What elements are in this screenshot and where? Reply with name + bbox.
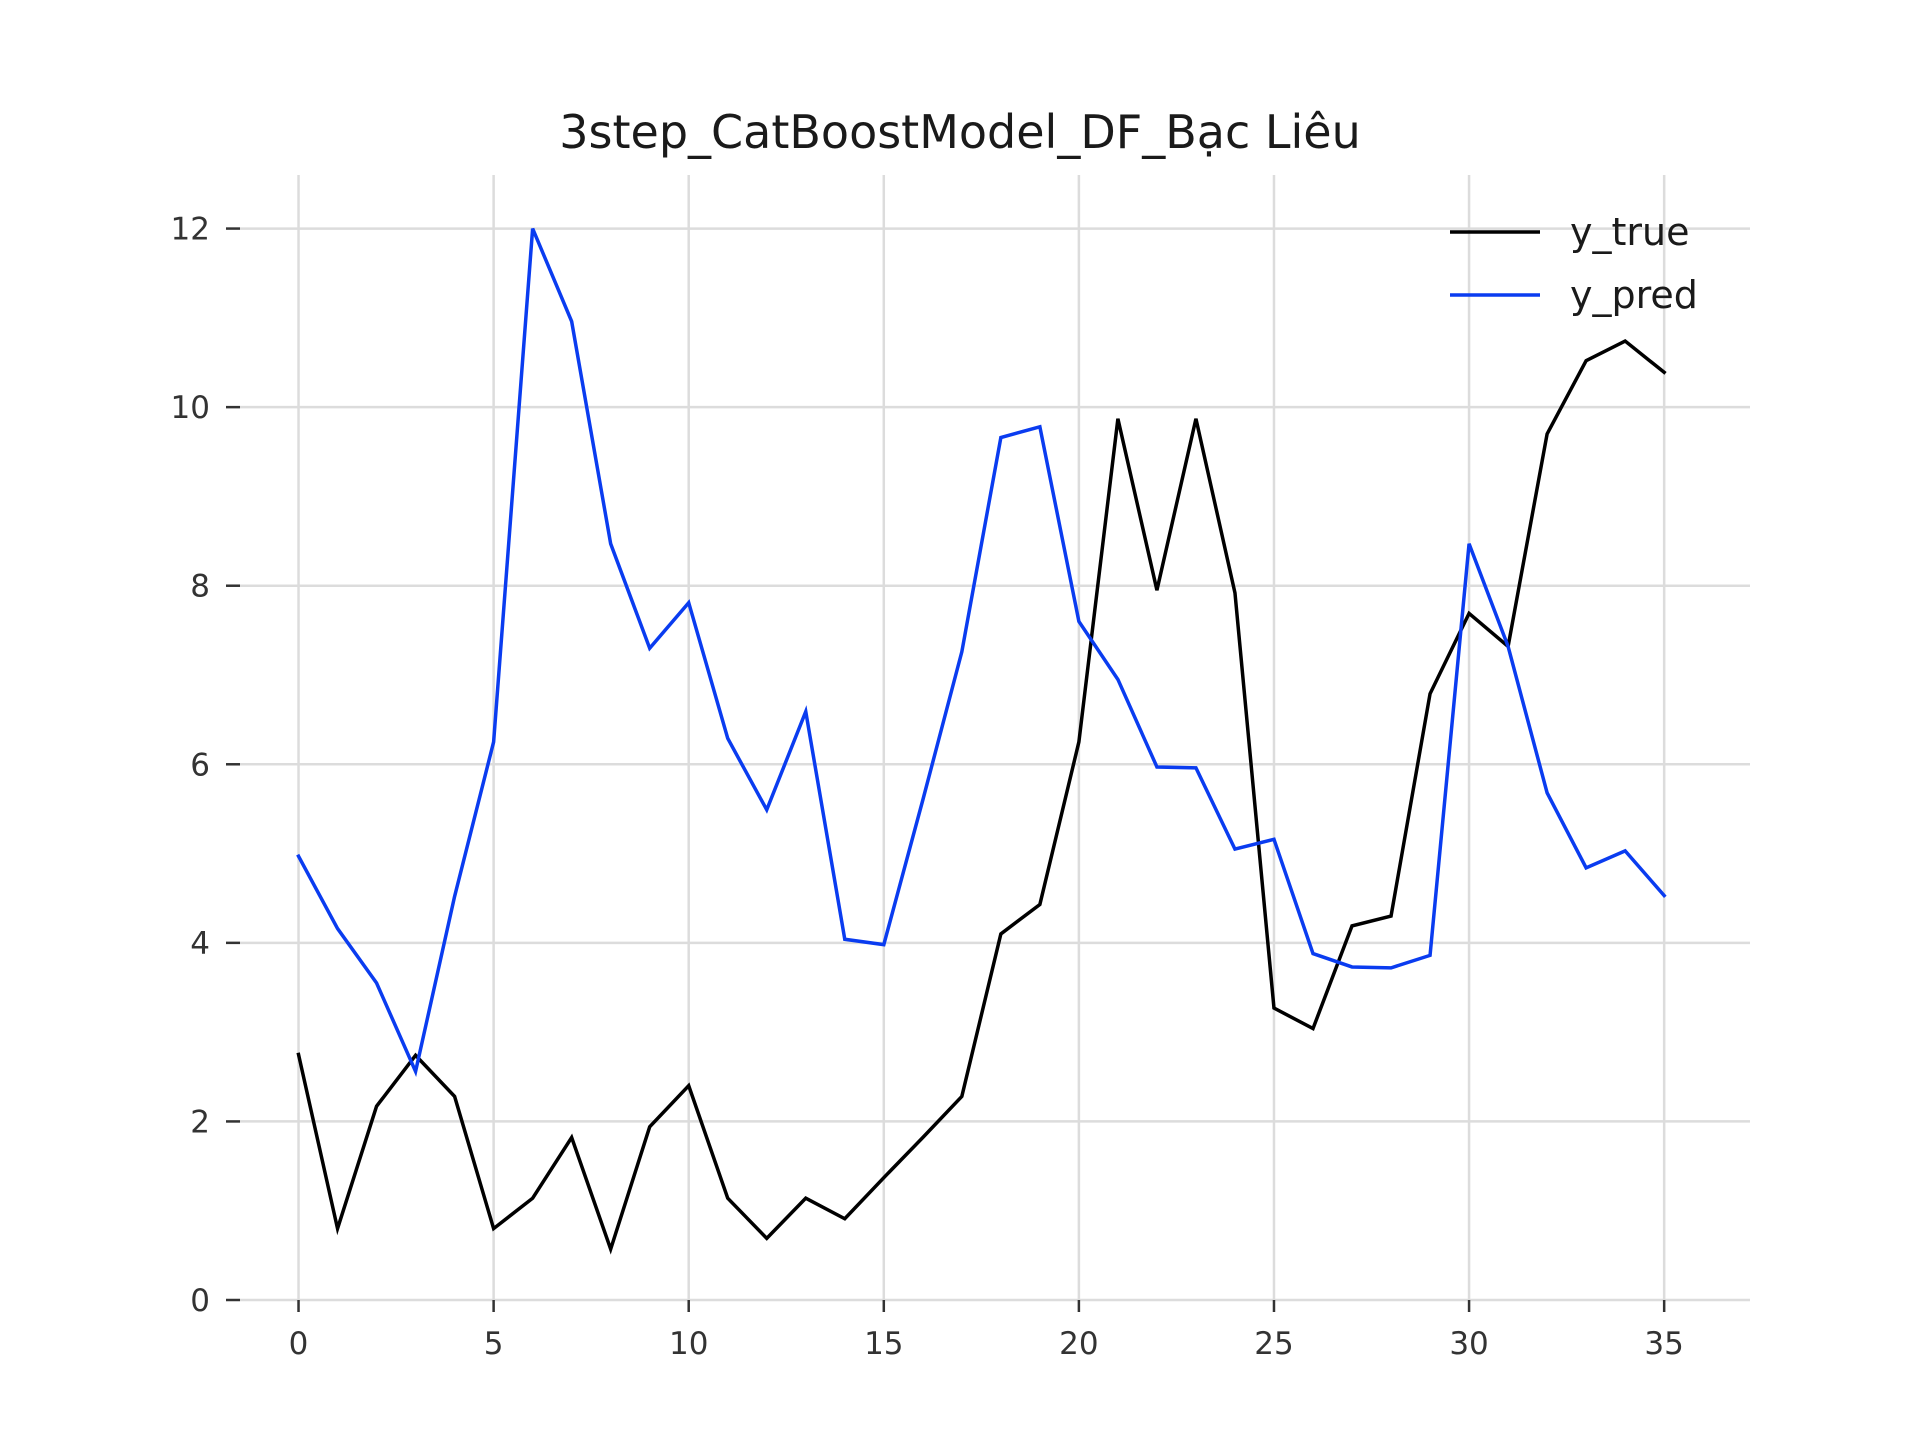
y-tick-label: 2: [190, 1104, 210, 1140]
x-tick-label: 0: [289, 1326, 309, 1362]
x-tick-label: 30: [1449, 1326, 1488, 1362]
legend-label-y-pred: y_pred: [1570, 273, 1698, 317]
legend-label-y-true: y_true: [1570, 210, 1689, 254]
axes: 0 5 10 15 20 25 30 35 0 2 4 6 8 10 12: [171, 212, 1684, 1362]
x-tick-label: 15: [864, 1326, 903, 1362]
y-tick-label: 10: [171, 390, 210, 426]
y-tick-label: 4: [190, 926, 210, 962]
x-tick-label: 5: [484, 1326, 504, 1362]
y-tick-label: 0: [190, 1283, 210, 1319]
y-tick-label: 6: [190, 747, 210, 783]
series-lines: [296, 227, 1667, 1255]
series-line-y-true: [296, 339, 1667, 1255]
x-tick-label: 10: [669, 1326, 708, 1362]
legend: y_true y_pred: [1450, 210, 1698, 317]
y-tick-label: 12: [171, 212, 210, 248]
x-tick-label: 25: [1254, 1326, 1293, 1362]
series-line-y-pred: [296, 227, 1667, 1078]
x-tick-label: 20: [1059, 1326, 1098, 1362]
y-tick-label: 8: [190, 569, 210, 605]
chart-title: 3step_CatBoostModel_DF_Bạc Liêu: [559, 105, 1360, 159]
x-tick-label: 35: [1644, 1326, 1683, 1362]
